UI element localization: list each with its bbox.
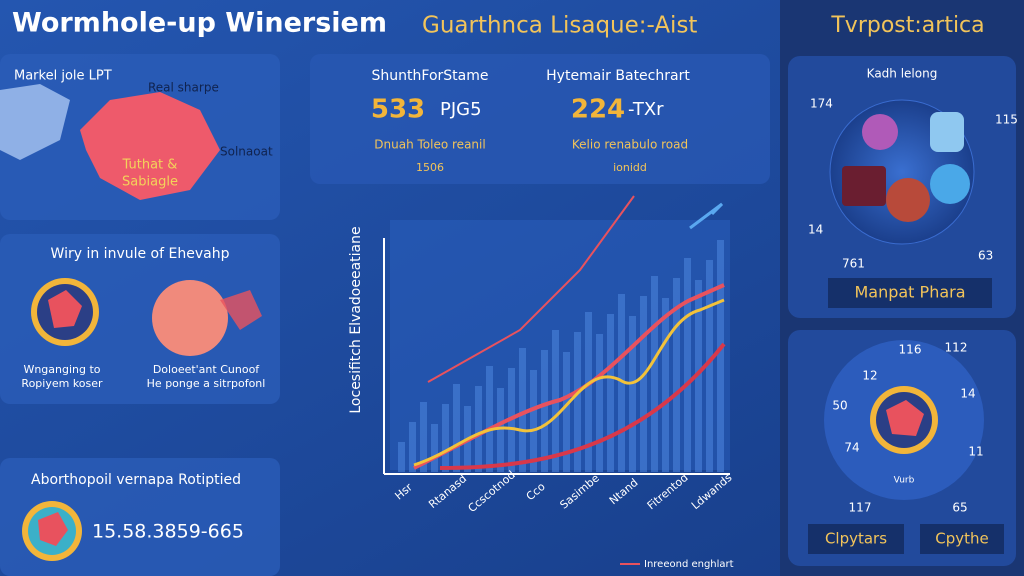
bar-group [398,240,724,472]
icon [930,112,964,152]
bar-decor [519,348,526,472]
stat-sub: ionidd [613,161,647,174]
side-number: 63 [978,249,993,263]
map-label: Solnaoat [220,145,273,159]
button[interactable] [808,524,904,554]
map-highlight [80,92,220,200]
bar-decor [607,314,614,472]
bar-decor [453,384,460,472]
map-label: Sabiagle [122,175,178,190]
button-label[interactable]: Clpytars [825,530,887,548]
icon [220,290,262,330]
icon [862,114,898,150]
caption: Wnganging to [23,363,100,376]
bar-decor [673,278,680,472]
bar-decor [409,422,416,472]
side-number: 761 [842,257,865,271]
stat-value: 224 [571,95,625,125]
subtitle: Guarthnca Lisaque:-Aist [422,13,697,39]
bar-decor [497,388,504,472]
stat-caption: Dnuah Toleo reanil [374,138,485,152]
caption: Doloeet'ant Cunoof [153,363,260,376]
bar-decor [684,258,691,472]
button[interactable] [828,278,992,308]
center-label: Vurb [894,476,915,486]
line [413,298,725,467]
stat-title: Hytemair Batechrart [546,68,690,84]
side-number: 174 [810,97,833,111]
why-panel [0,234,280,404]
bar-decor [475,386,482,472]
bar-decor [398,442,405,472]
arrow [689,202,724,230]
legend: Inreeond enghlart [644,559,734,570]
stat-unit: PJG5 [440,99,482,120]
bar-decor [563,352,570,472]
stat-sub: 1506 [416,161,444,174]
side-top-title: Kadh lelong [867,67,938,81]
line [427,195,635,383]
bar-decor [695,280,702,472]
stats-panel [310,54,770,184]
caption: He ponge a sitrpofonl [147,377,266,390]
icon [48,290,82,328]
side-number: 74 [844,441,859,455]
map-title: Markel jole LPT [14,69,112,84]
bar-decor [717,240,724,472]
side-number: 50 [832,399,847,413]
bar-decor [640,296,647,472]
icon [38,512,68,546]
side-number: 117 [849,501,872,515]
button[interactable] [920,524,1004,554]
side-number: 112 [945,341,968,355]
side-number: 12 [862,369,877,383]
map-label: Real sharpe [148,81,219,95]
bar-decor [596,334,603,472]
bar-decor [706,260,713,472]
bar-decor [486,366,493,472]
side-title: Tvrpost:artica [830,13,984,38]
stat-title: ShunthForStame [372,68,489,84]
button-label[interactable]: Cpythe [935,530,989,548]
bar-decor [662,298,669,472]
bar-decor [420,402,427,472]
stat-caption: Kelio renabulo road [572,138,688,152]
map-shape [0,84,70,160]
icon [930,164,970,204]
icon [842,166,886,206]
why-title: Wiry in invule of Ehevahp [51,246,230,262]
bar-decor [442,404,449,472]
caption: Ropiyem koser [21,377,103,390]
stat-unit: -TXr [628,99,664,120]
icon [886,400,924,436]
side-number: 65 [952,501,967,515]
stat-value: 533 [371,95,425,125]
bar-decor [541,350,548,472]
bar-decor [530,370,537,472]
bottom-value: 15.58.3859-665 [92,521,244,543]
button-label[interactable]: Manpat Phara [854,283,965,302]
chart-area: Locesifitch Elvadoeeatiane Inreeond engh… [348,195,734,570]
bar-decor [574,332,581,472]
bar-decor [651,276,658,472]
bar-decor [618,294,625,472]
icon [152,280,228,356]
bar-decor [585,312,592,472]
side-number: 11 [968,445,983,459]
bar-decor [431,424,438,472]
y-label: Locesifitch Elvadoeeatiane [348,226,364,413]
side-number: 14 [960,387,975,401]
map-label: Tuthat & [122,158,178,173]
bottom-title: Aborthopoil vernapa Rotiptied [31,472,241,488]
side-number: 14 [808,223,823,237]
bar-decor [629,316,636,472]
icon [886,178,930,222]
side-number: 116 [899,343,922,357]
side-number: 115 [995,113,1018,127]
title: Wormhole-up Winersiem [12,8,387,39]
line [439,342,726,470]
